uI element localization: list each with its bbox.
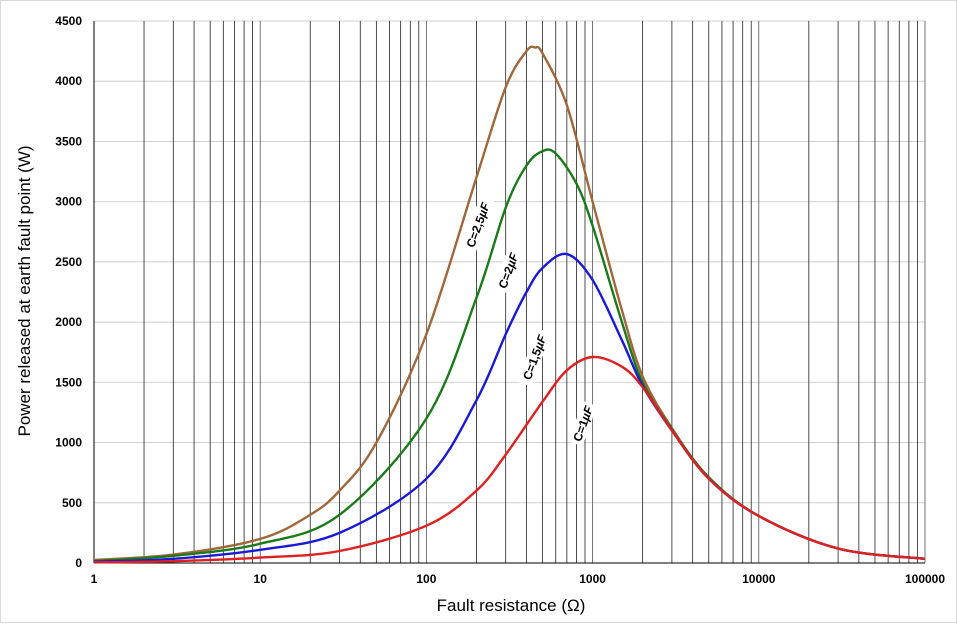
curve-label: C=2,5µF: [460, 195, 495, 255]
series-group: [93, 45, 926, 564]
x-tick-label: 1000: [579, 572, 606, 586]
curve-label-bg: [517, 327, 552, 387]
y-tick-label: 1500: [55, 375, 82, 389]
y-tick-label: 500: [62, 496, 82, 510]
y-tick-label: 1000: [55, 436, 82, 450]
x-tick-label: 10: [254, 572, 268, 586]
series-line: [93, 252, 926, 563]
y-axis-title: Power released at earth fault point (W): [15, 145, 34, 436]
y-tick-label: 2000: [55, 315, 82, 329]
series-line: [93, 355, 926, 564]
y-tick-label: 4000: [55, 74, 82, 88]
curve-label-name: C=2,5: [464, 214, 488, 249]
curve-label-text: C=2µF: [496, 251, 522, 291]
x-tick-label: 1: [91, 572, 98, 586]
curve-label-unit: µF: [578, 404, 597, 424]
series-line: [93, 45, 926, 562]
curve-label-bg: [460, 195, 495, 255]
grid: [93, 20, 926, 564]
curve-label-unit: µF: [503, 251, 522, 271]
series-line: [93, 148, 926, 563]
x-tick-label: 10000: [742, 572, 776, 586]
x-tick-label: 100000: [905, 572, 945, 586]
x-axis-title: Fault resistance (Ω): [437, 596, 586, 615]
curve-label: C=1,5µF: [517, 327, 552, 387]
curve-label: C=2µF: [493, 247, 523, 294]
curve-label-text: C=1,5µF: [520, 333, 549, 382]
x-tick-label: 100: [416, 572, 436, 586]
curve-label-name: C=1,5: [520, 346, 544, 381]
tick-labels: 0 500 1000 1500 2000 2500 3000 3500 4000 4500 1 10 1…: [55, 14, 945, 586]
y-tick-label: 3500: [55, 134, 82, 148]
curve-label-bg: [493, 247, 523, 294]
curve-label-unit: µF: [531, 333, 550, 353]
y-tick-label: 3000: [55, 195, 82, 209]
curve-label-bg: [568, 400, 598, 447]
curve-label-unit: µF: [474, 200, 493, 220]
y-tick-label: 4500: [55, 14, 82, 28]
y-tick-label: 2500: [55, 255, 82, 269]
y-tick-label: 0: [75, 556, 82, 570]
